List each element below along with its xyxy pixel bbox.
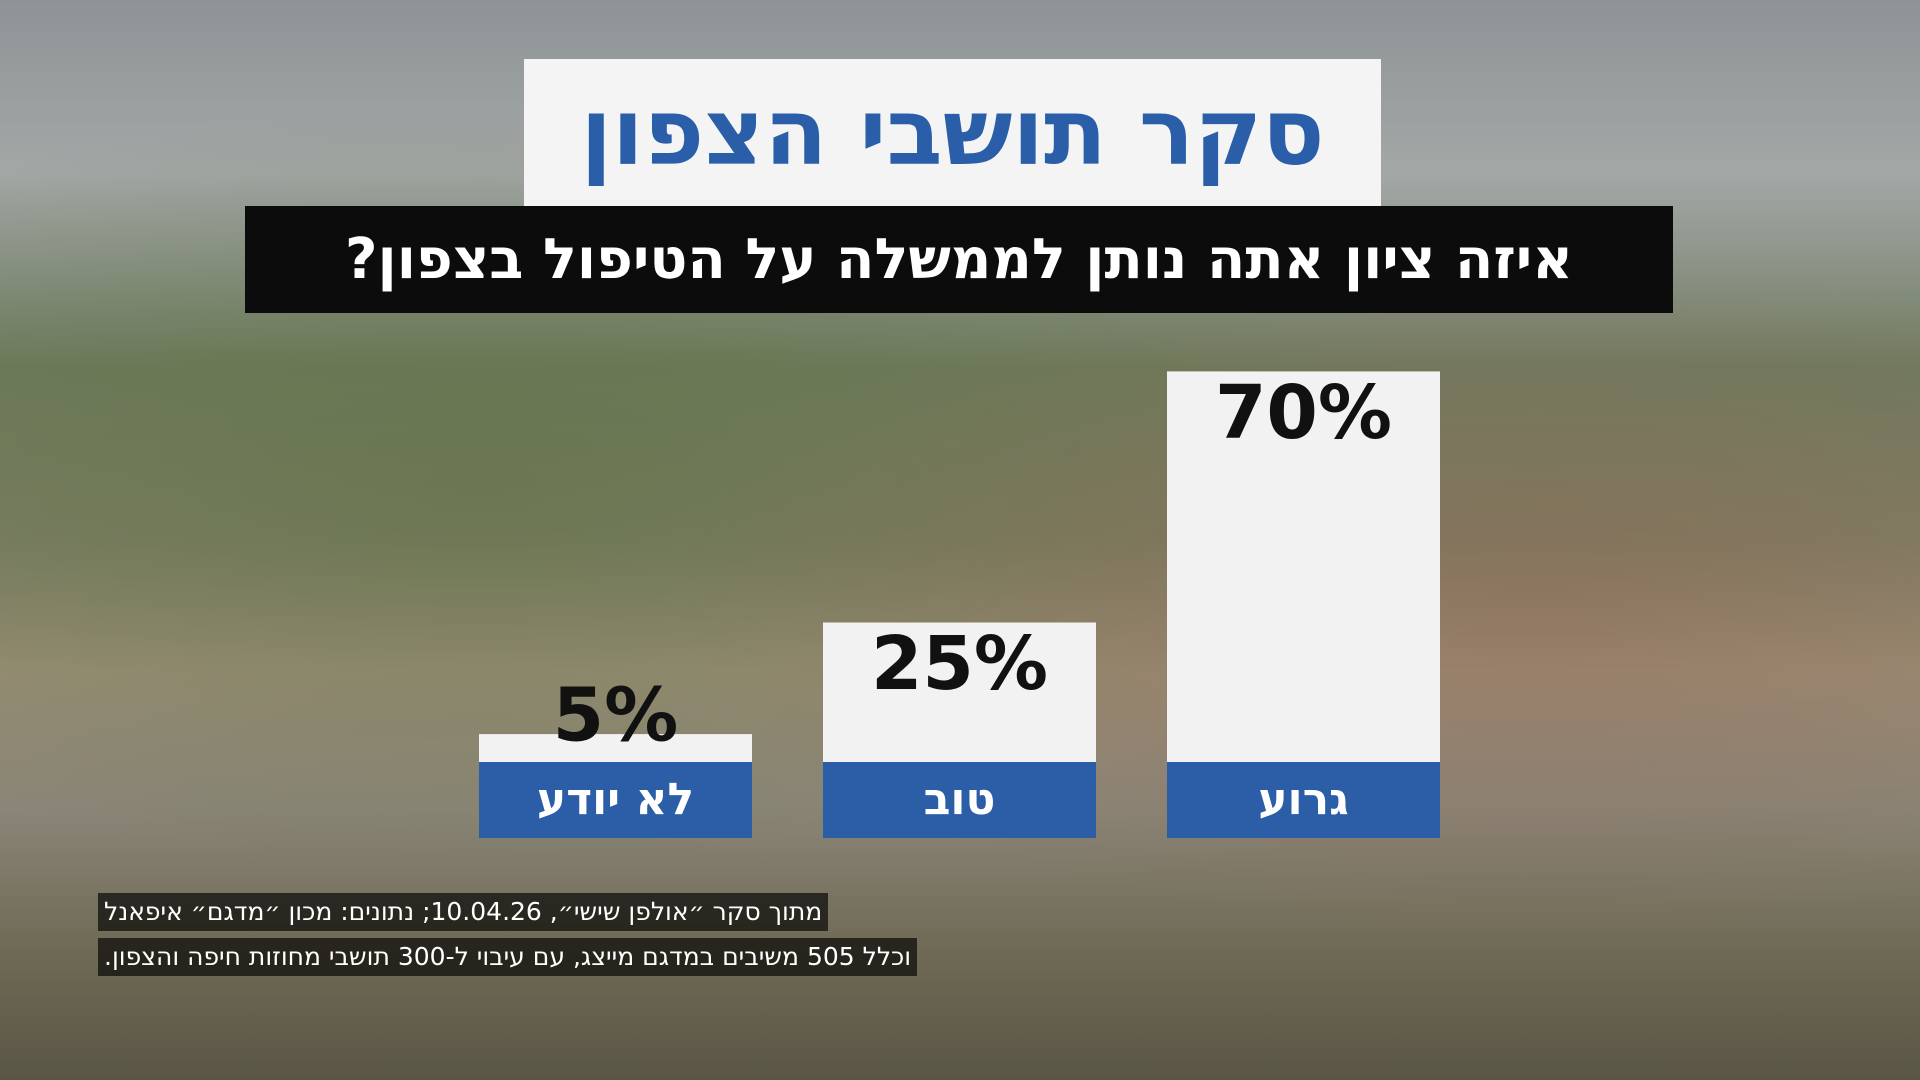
category-band <box>479 762 752 838</box>
bar <box>479 734 752 762</box>
category-band <box>1167 762 1440 838</box>
value-label: 5% <box>553 673 679 759</box>
chart-subtitle: איזה ציון אתה נותן לממשלה על הטיפול בצפו… <box>245 206 1673 313</box>
bar <box>823 622 1096 762</box>
category-label: טוב <box>924 774 996 825</box>
category-band <box>823 762 1096 838</box>
category-label: לא יודע <box>537 774 694 825</box>
source-note: מתוך סקר ״אולפן שישי״, 10.04.26; נתונים:… <box>98 893 829 931</box>
bar <box>1167 371 1440 762</box>
category-label: גרוע <box>1258 774 1349 825</box>
source-note: וכלל 505 משיבים במדגם מייצג, עם עיבוי ל-… <box>98 938 918 976</box>
value-label: 70% <box>1215 370 1392 456</box>
chart-title: סקר תושבי הצפון <box>524 59 1381 206</box>
value-label: 25% <box>871 621 1048 707</box>
